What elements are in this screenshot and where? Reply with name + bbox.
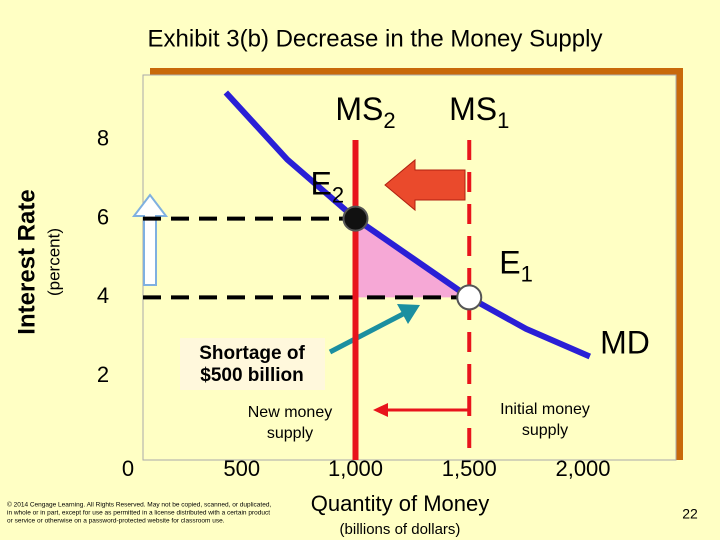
equilibrium-sub: 2 bbox=[332, 182, 344, 207]
supply-sub: 2 bbox=[383, 108, 395, 133]
shortage-arrow bbox=[328, 310, 407, 355]
rate-up-arrow bbox=[131, 193, 169, 286]
copyright: © 2014 Cengage Learning. All Rights Rese… bbox=[7, 501, 271, 509]
y-tick-label: 6 bbox=[97, 204, 109, 229]
equilibrium-sub: 1 bbox=[521, 261, 533, 286]
supply-sub: 1 bbox=[497, 108, 509, 133]
equilibrium-name: E bbox=[311, 166, 332, 202]
y-axis-label: Interest Rate bbox=[13, 189, 40, 334]
y-axis-sublabel: (percent) bbox=[44, 228, 63, 296]
shortage-label: Shortage of bbox=[199, 343, 305, 364]
arrow-head bbox=[373, 403, 388, 417]
x-tick-label: 2,000 bbox=[555, 456, 610, 481]
shortage-label: $500 billion bbox=[200, 365, 303, 386]
chart-title: Exhibit 3(b) Decrease in the Money Suppl… bbox=[148, 25, 603, 52]
y-tick-label: 4 bbox=[97, 283, 109, 308]
supply-label: MS2 bbox=[335, 91, 395, 132]
initial-supply-label: Initial money bbox=[500, 401, 590, 418]
equilibrium-point bbox=[342, 205, 369, 232]
shift-arrow bbox=[384, 158, 466, 212]
x-tick-label: 1,500 bbox=[442, 456, 497, 481]
x-axis-label: Quantity of Money bbox=[311, 491, 490, 516]
equilibrium-point bbox=[456, 284, 483, 311]
y-tick-label: 8 bbox=[97, 126, 109, 151]
new-supply-label: New money bbox=[248, 404, 332, 421]
copyright: in whole or in part, except for use as p… bbox=[7, 510, 270, 517]
equilibrium-label: E1 bbox=[499, 245, 533, 286]
x-tick-label: 500 bbox=[223, 456, 260, 481]
demand-label: MD bbox=[600, 324, 650, 360]
page-number: 22 bbox=[682, 506, 698, 522]
demand-curve bbox=[223, 90, 592, 360]
arrow-head bbox=[397, 304, 420, 324]
supply-name: MS bbox=[449, 91, 497, 127]
copyright: or service or otherwise on a password-pr… bbox=[7, 518, 225, 525]
new-supply-label: supply bbox=[267, 425, 313, 442]
shortage-box bbox=[180, 338, 325, 390]
x-axis-sublabel: (billions of dollars) bbox=[340, 521, 461, 538]
y-tick-label: 2 bbox=[97, 362, 109, 387]
equilibrium-name: E bbox=[499, 245, 520, 281]
equilibrium-label: E2 bbox=[311, 166, 345, 207]
supply-label: MS1 bbox=[449, 91, 509, 132]
supply-name: MS bbox=[335, 91, 383, 127]
initial-supply-label: supply bbox=[522, 422, 568, 439]
x-tick-label: 0 bbox=[122, 456, 134, 481]
